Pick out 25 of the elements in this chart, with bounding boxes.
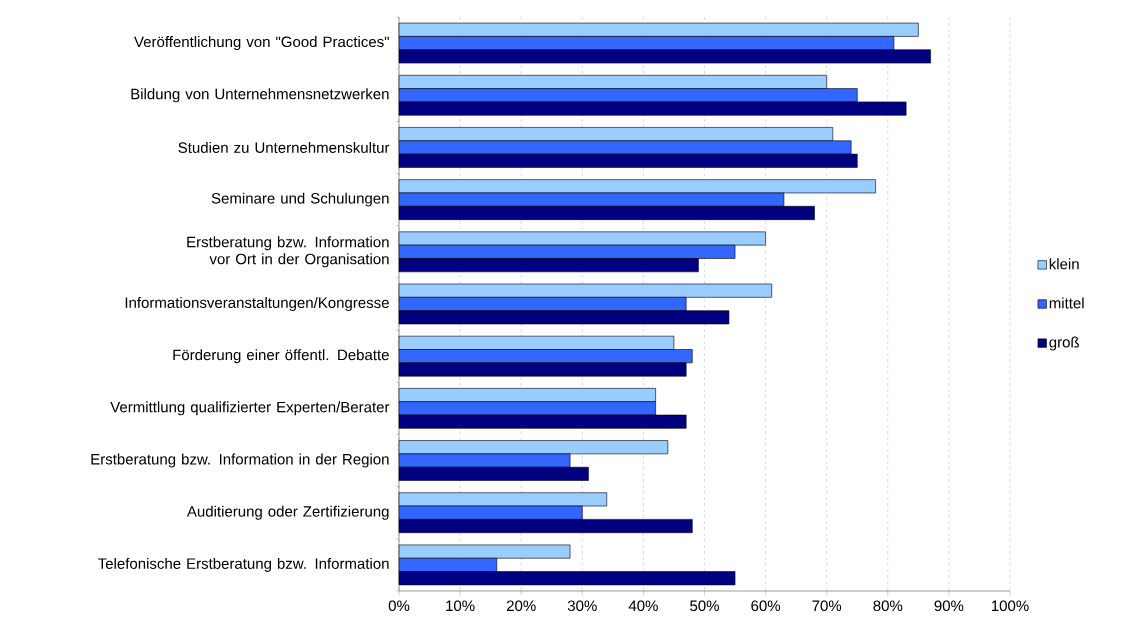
y-tick-label: Erstberatung bzw. Information in der Region: [91, 453, 389, 468]
x-tick-label: 40%: [628, 600, 658, 612]
y-tick-label: Auditierung oder Zertifizierung: [186, 505, 389, 520]
x-tick-label: 90%: [934, 600, 964, 612]
y-tick-label: Förderung einer öffentl. Debatte: [173, 349, 389, 364]
y-tick-label: Telefonische Erstberatung bzw. Information: [98, 557, 389, 572]
legend-label: klein: [1049, 258, 1079, 270]
y-tick-label: Informationsveranstaltungen/Kongresse: [125, 297, 389, 311]
x-tick-label: 100%: [991, 600, 1029, 612]
y-tick-label: Veröffentlichung von "Good Practices": [134, 36, 389, 51]
x-tick-label: 10%: [446, 600, 475, 612]
x-tick-label: 30%: [567, 600, 597, 612]
legend-label: groß: [1049, 336, 1079, 351]
y-tick-label: Bildung von Unternehmensnetzwerken: [131, 88, 389, 103]
y-tick-label: Seminare und Schulungen: [211, 192, 389, 207]
x-tick-label: 20%: [506, 600, 536, 612]
x-tick-label: 70%: [812, 600, 842, 612]
y-tick-label: Vermittlung qualifizierter Experten/Berater: [110, 401, 390, 416]
x-tick-label: 0%: [388, 600, 410, 612]
x-tick-label: 60%: [751, 600, 781, 612]
y-tick-label: Erstberatung bzw. Information vor Ort in der Organisation: [187, 236, 389, 268]
x-tick-label: 50%: [690, 600, 719, 612]
y-tick-label: Studien zu Unternehmenskultur: [178, 141, 390, 153]
legend-label: mittel: [1049, 297, 1084, 309]
x-tick-label: 80%: [873, 600, 903, 612]
